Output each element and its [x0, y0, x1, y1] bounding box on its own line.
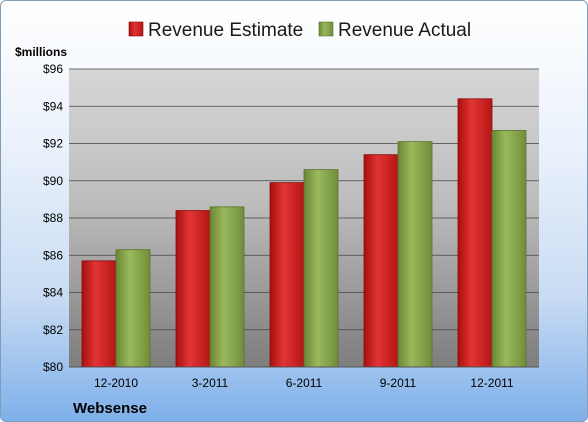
y-tick-label: $86 [43, 248, 63, 262]
x-tick-label: 6-2011 [286, 376, 323, 390]
y-tick-label: $90 [43, 174, 63, 188]
bar-revenue-actual [397, 141, 433, 368]
y-axis-unit-label: $millions [15, 45, 67, 59]
bar-revenue-actual [491, 130, 527, 368]
y-tick-label: $96 [43, 62, 63, 76]
bar-revenue-estimate [81, 260, 117, 368]
y-tick-label: $94 [43, 99, 63, 113]
legend-label-estimate: Revenue Estimate [148, 20, 303, 41]
legend: Revenue Estimate Revenue Actual [128, 20, 471, 41]
y-tick-label: $92 [43, 137, 63, 151]
bar-revenue-actual [209, 206, 245, 368]
x-tick-label: 9-2011 [380, 376, 417, 390]
bar-revenue-actual [303, 169, 339, 368]
x-tick-label: 12-2010 [94, 376, 138, 390]
y-axis-ticks: $80 $82 $84 $86 $88 $90 $92 $94 $96 [43, 62, 63, 374]
bar-revenue-estimate [269, 182, 305, 368]
legend-swatch-estimate [128, 21, 144, 37]
x-axis-ticks: 12-2010 3-2011 6-2011 9-2011 12-2011 [94, 376, 514, 390]
x-tick-label: 12-2011 [470, 376, 513, 390]
x-tick-label: 3-2011 [192, 376, 229, 390]
bar-revenue-estimate [457, 98, 493, 368]
bars [81, 98, 527, 368]
y-tick-label: $88 [43, 211, 63, 225]
y-tick-label: $82 [43, 323, 63, 337]
y-tick-label: $84 [43, 286, 63, 300]
legend-swatch-actual [318, 21, 334, 37]
company-label: Websense [73, 400, 147, 417]
bar-revenue-estimate [363, 154, 399, 368]
bar-revenue-actual [115, 249, 151, 368]
y-tick-label: $80 [43, 360, 63, 374]
legend-label-actual: Revenue Actual [338, 20, 471, 41]
bar-revenue-estimate [175, 210, 211, 368]
